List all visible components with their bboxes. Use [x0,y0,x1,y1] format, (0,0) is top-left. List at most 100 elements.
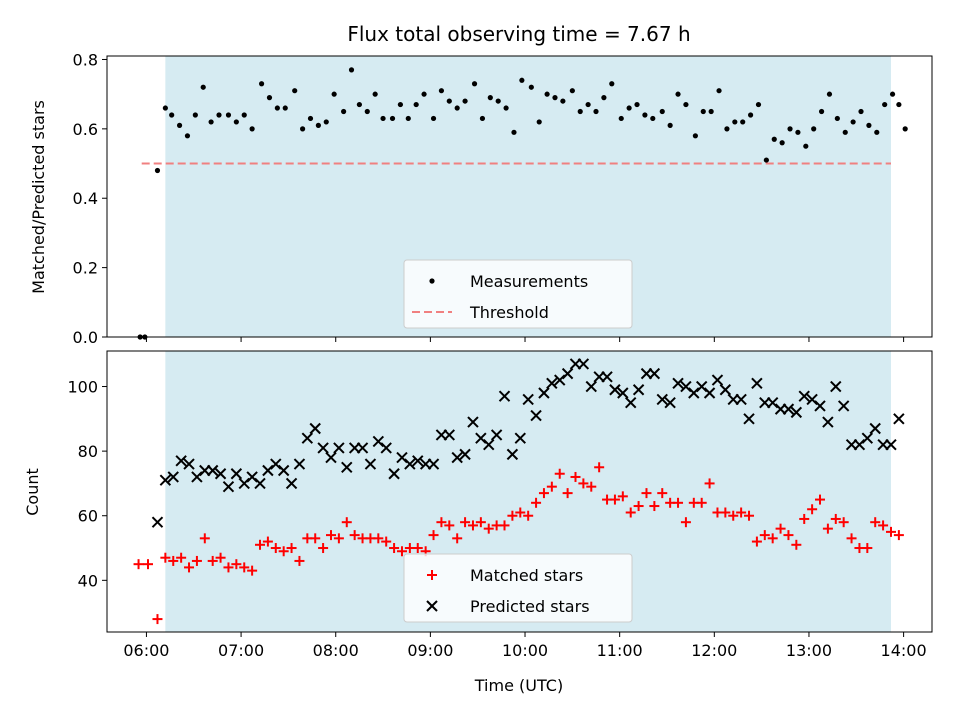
predicted-star-point [798,390,810,402]
measurement-point [274,105,280,111]
measurement-point [503,105,509,111]
count-legend: Matched stars Predicted stars [403,553,633,623]
measurement-point [642,112,648,118]
measurement-point [569,88,575,94]
matched-star-point [507,510,518,521]
measurement-point [438,88,445,94]
measurement-point [609,81,615,87]
matched-star-point [759,530,770,541]
measurement-point [560,98,566,104]
matched-star-point [885,526,896,537]
predicted-star-point [719,384,732,396]
x-tick-label: 14:00 [881,641,927,660]
measurement-point [154,167,161,174]
measurement-point [372,91,378,97]
measurement-point [184,133,191,139]
x-tick-label: 06:00 [123,641,169,660]
matched-star-point [767,533,778,544]
count-ylabel: Count [23,468,42,516]
matched-star-point [594,462,605,473]
measurement-point [446,98,452,104]
measurement-point [882,101,888,108]
measurement-point [803,143,809,149]
predicted-star-point [443,429,456,441]
predicted-star-point [546,377,558,390]
measurement-point [889,91,896,97]
predicted-star-point [656,393,668,406]
measurement-point [650,115,656,122]
matched-star-point [515,507,526,518]
predicted-star-point [585,380,597,393]
legend-label: Predicted stars [470,597,590,616]
matched-star-point [696,497,707,508]
predicted-star-point [167,471,179,483]
measurement-point [462,98,468,104]
matched-star-point [207,555,218,566]
measurement-point [552,95,558,101]
matched-star-point [325,530,336,541]
predicted-star-point [893,413,905,425]
measurement-point [192,112,198,118]
measurement-point [902,126,908,132]
measurement-point [307,115,314,122]
predicted-star-point [372,435,385,448]
predicted-star-point [806,393,818,406]
x-tick-label: 10:00 [502,641,548,660]
measurement-point [292,88,298,94]
predicted-star-point [632,384,645,396]
matched-star-point [546,481,557,492]
measurement-point [162,105,168,111]
measurement-point [519,77,525,83]
predicted-star-point [695,380,708,393]
predicted-star-point [514,432,526,444]
measurement-point [454,105,460,111]
measurement-point [323,119,329,125]
predicted-star-point [609,384,621,396]
measurement-point [787,126,793,132]
matched-star-point [570,471,581,482]
matched-star-point [239,562,250,573]
predicted-star-point [672,377,684,390]
predicted-star-point [861,432,874,444]
matched-star-point [538,488,549,499]
measurement-point [544,91,550,97]
legend-label: Threshold [469,303,549,322]
matched-star-point [223,562,234,573]
matched-star-point [412,543,423,554]
predicted-star-point [356,442,369,454]
predicted-star-point [561,367,574,380]
predicted-star-point [530,409,542,422]
measurement-point [233,119,239,125]
matched-star-point [609,494,620,505]
measurement-point [700,108,706,115]
measurement-point [763,157,769,163]
predicted-star-point [680,380,692,393]
measurement-point [779,140,785,146]
predicted-star-point [538,387,550,399]
matched-star-point [436,517,447,528]
predicted-star-point [617,387,629,399]
x-tick-label: 07:00 [218,641,264,660]
matched-star-point [499,520,510,531]
predicted-star-point [554,374,566,386]
predicted-star-point [451,451,463,464]
ratio-ylabel: Matched/Predicted stars [29,100,48,294]
matched-star-point [349,530,360,541]
measurement-point [740,119,746,125]
matched-star-point [231,559,242,570]
predicted-star-point [711,374,724,386]
measurement-point [626,105,632,111]
predicted-star-point [735,393,747,406]
measurement-point [300,126,306,132]
matched-star-point [247,565,258,576]
measurement-point [585,101,591,108]
measurement-point [708,108,714,115]
matched-star-point [452,533,463,544]
predicted-star-point [293,458,306,470]
predicted-star-point [325,451,337,464]
predicted-star-point [183,458,195,470]
count-axes-frame [106,350,933,633]
matched-star-point [641,488,652,499]
predicted-star-point [230,468,243,480]
legend-label: Matched stars [470,566,583,585]
